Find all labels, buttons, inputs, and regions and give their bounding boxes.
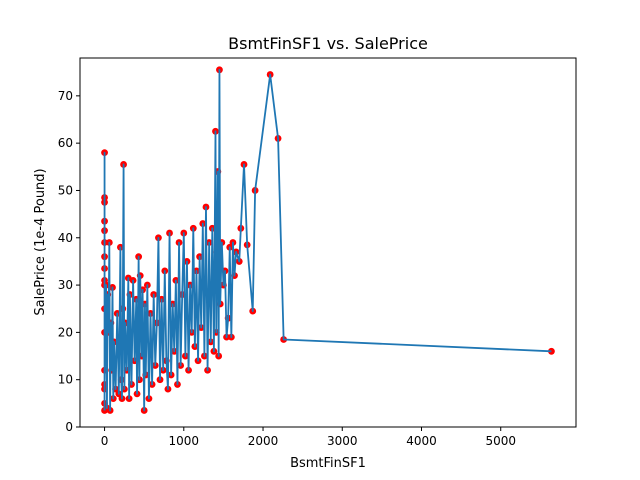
y-tick-label: 0 <box>65 420 73 434</box>
x-tick-label: 4000 <box>406 434 437 448</box>
y-tick-label: 40 <box>58 231 73 245</box>
chart-title: BsmtFinSF1 vs. SalePrice <box>228 34 428 53</box>
series-line <box>103 68 552 412</box>
x-axis-label: BsmtFinSF1 <box>290 456 366 471</box>
y-axis-ticks: 0 10 20 30 40 50 60 70 <box>58 89 80 434</box>
x-tick-label: 5000 <box>485 434 516 448</box>
y-tick-label: 30 <box>58 278 73 292</box>
axes: 0 1000 2000 3000 4000 5000 0 10 20 30 40 50 60 70 <box>58 57 577 448</box>
axes-frame <box>79 57 577 428</box>
x-tick-label: 2000 <box>248 434 279 448</box>
y-tick-label: 10 <box>58 373 73 387</box>
plot-area <box>101 66 555 414</box>
x-tick-label: 1000 <box>169 434 200 448</box>
y-tick-label: 60 <box>58 136 73 150</box>
y-axis-label: SalePrice (1e-4 Pound) <box>33 168 48 315</box>
x-axis-ticks: 0 1000 2000 3000 4000 5000 <box>101 427 516 448</box>
y-tick-label: 50 <box>58 183 73 197</box>
x-tick-label: 3000 <box>327 434 358 448</box>
x-tick-label: 0 <box>101 434 109 448</box>
y-tick-label: 70 <box>58 89 73 103</box>
y-tick-label: 20 <box>58 325 73 339</box>
